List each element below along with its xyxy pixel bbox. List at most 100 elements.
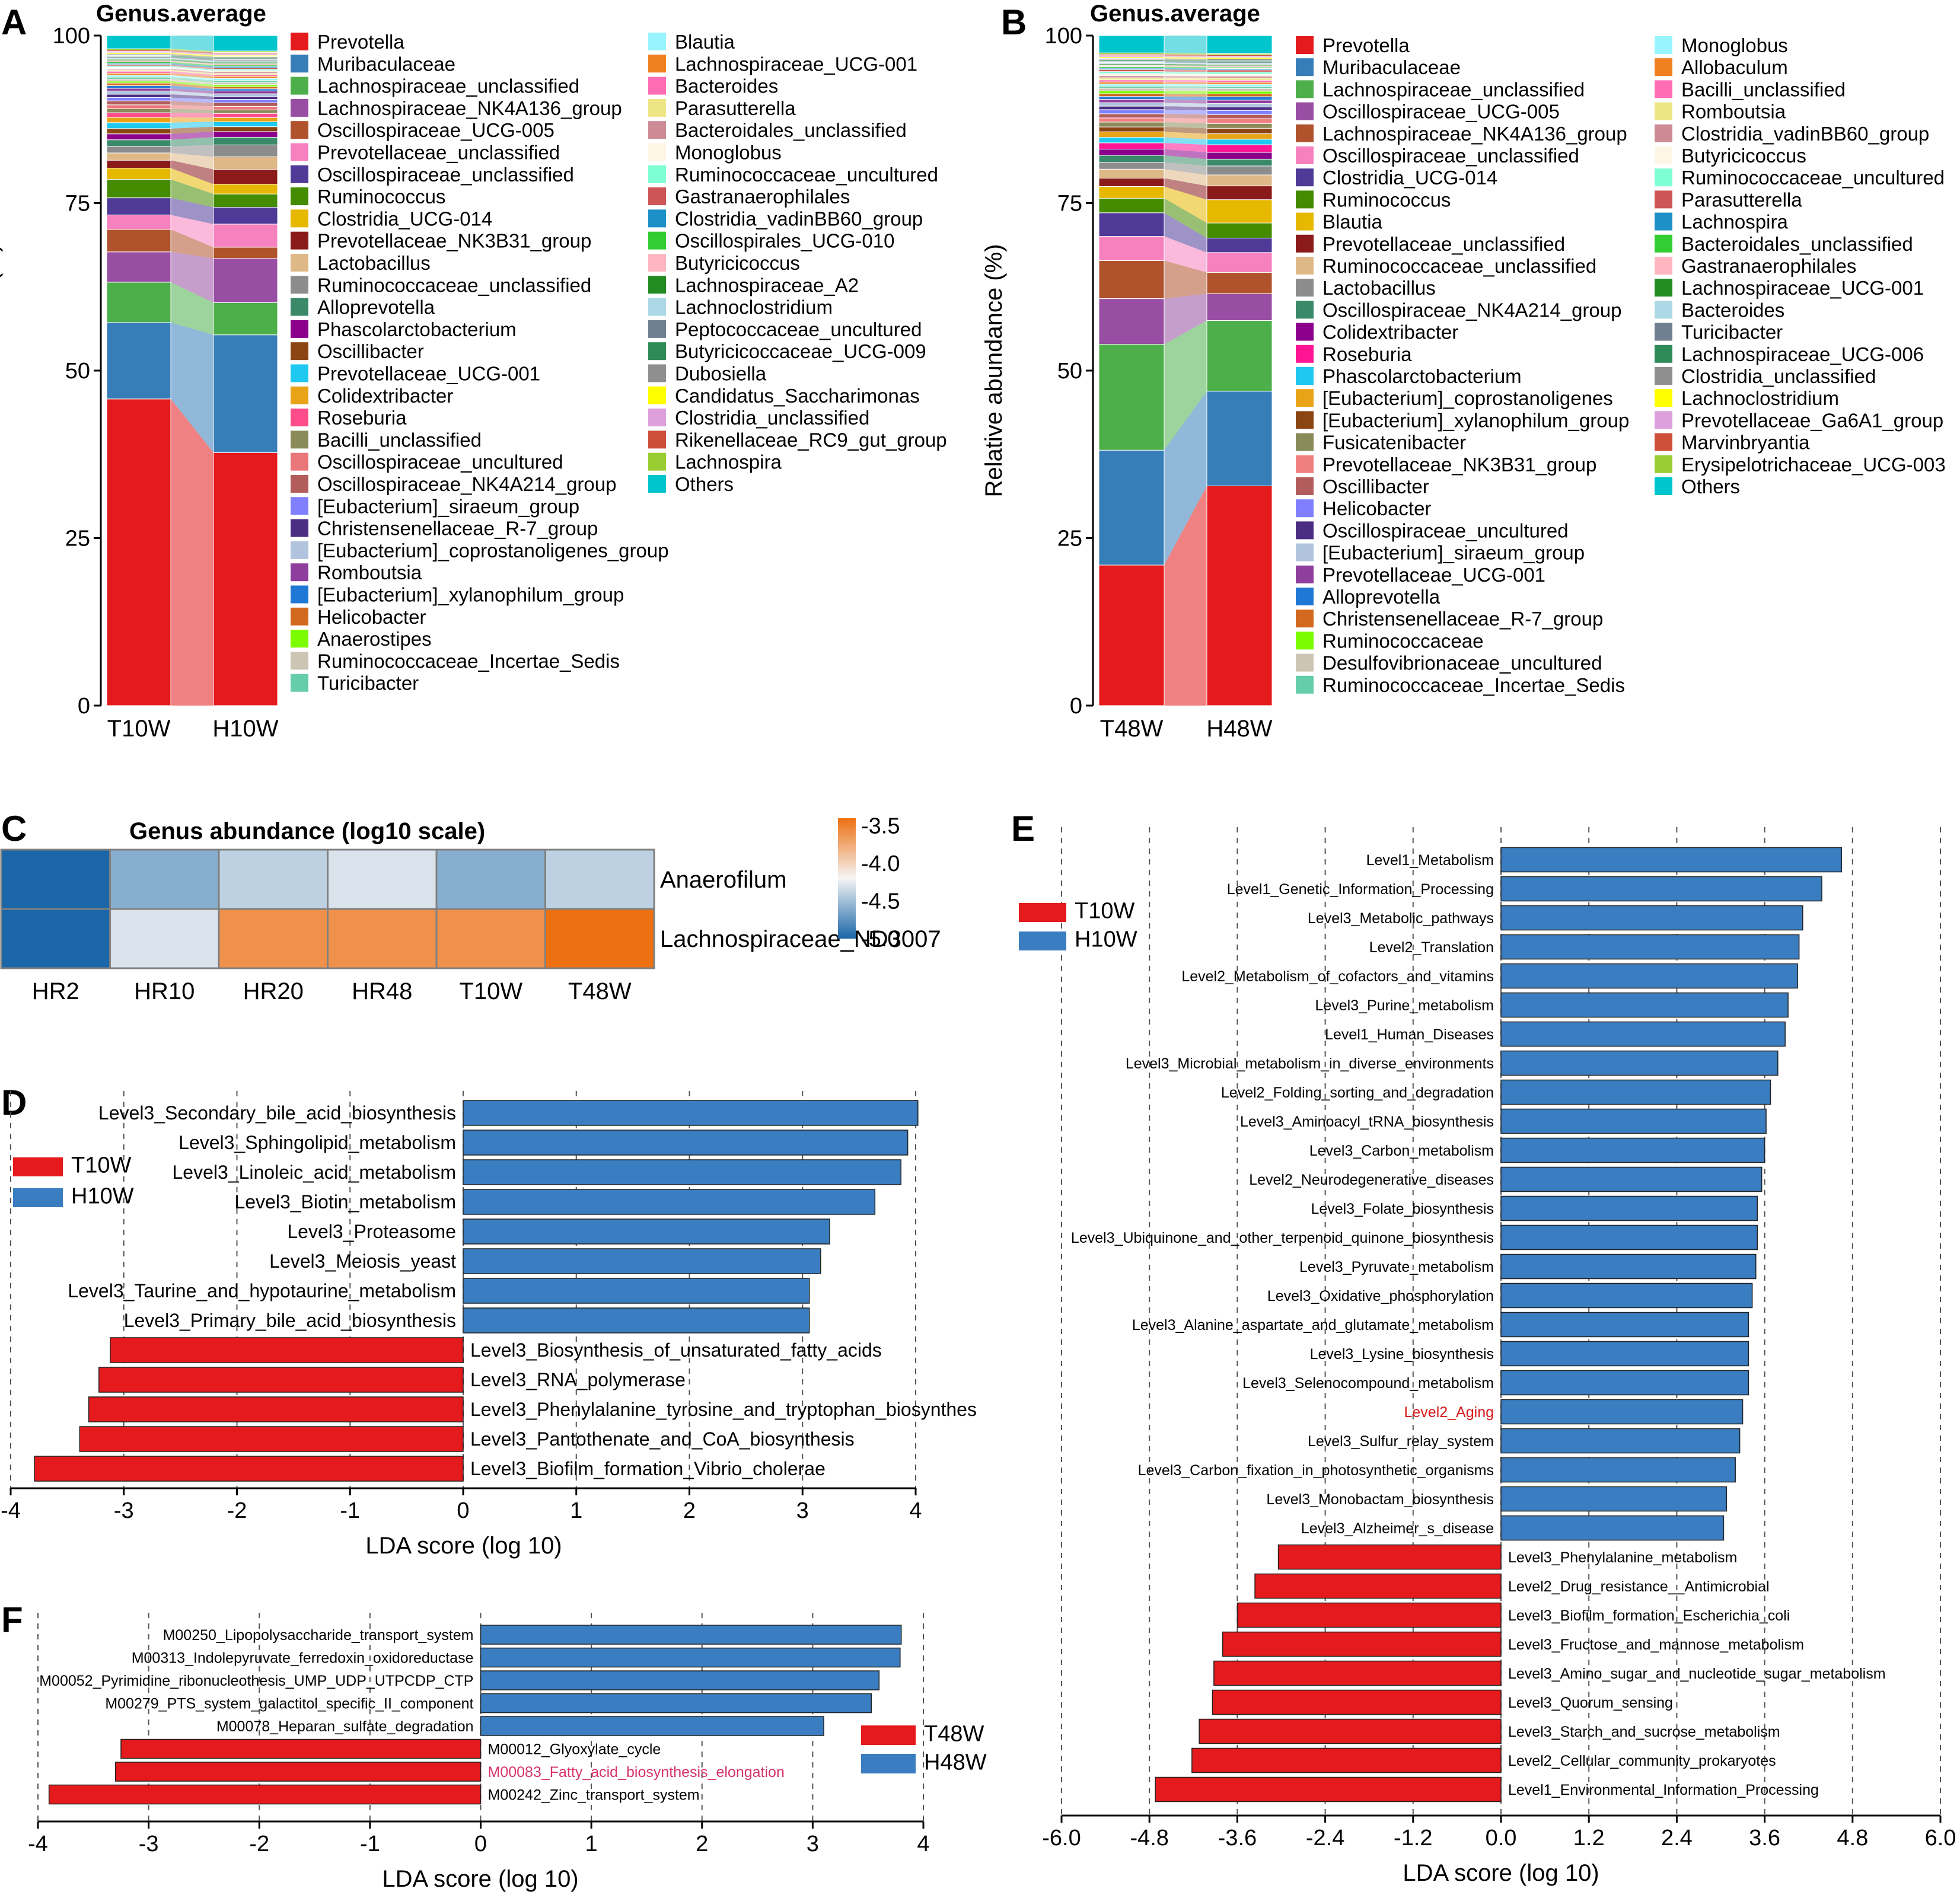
flow-band-rikenellaceae-rc9-gut-group bbox=[171, 50, 213, 54]
flow-band-ruminococcus bbox=[1164, 198, 1207, 238]
lda-bar-level3-ubiquinone-and-other-terpenoid-quinone-biosynthesis bbox=[1500, 1224, 1758, 1250]
flow-band-lachnospira bbox=[171, 49, 213, 53]
legend-swatch bbox=[13, 1188, 63, 1207]
legend-label: Helicobacter bbox=[317, 606, 426, 628]
flow-band-oscillospiraceae-unclassified bbox=[1164, 236, 1207, 273]
panel-label-e: E bbox=[1011, 809, 1035, 848]
flow-band-lactobacillus bbox=[1164, 162, 1207, 176]
legend-swatch bbox=[291, 276, 308, 294]
legend-label: Clostridia_vadinBB60_group bbox=[1681, 123, 1929, 145]
bar-segment-prevotella bbox=[1206, 486, 1273, 706]
lda-bar-level1-genetic-information-processing bbox=[1500, 876, 1822, 902]
y-axis-label: Relative abundance (%) bbox=[0, 244, 3, 497]
legend-label: Ruminococcaceae_uncultured bbox=[675, 164, 938, 186]
bar-segment-phascolarctobacterium bbox=[213, 131, 278, 138]
legend-label: Oscillospiraceae_uncultured bbox=[317, 451, 563, 473]
bar-segment-colidextribacter bbox=[213, 117, 278, 122]
legend-label: Colidextribacter bbox=[1322, 321, 1458, 343]
legend-swatch bbox=[291, 98, 308, 117]
lda-bar-level3-carbon-fixation-in-photosynthetic-organisms bbox=[1500, 1457, 1736, 1483]
flow-band-monoglobus bbox=[1164, 84, 1207, 87]
bar-segment-eubacterium-xylanophilum-group bbox=[106, 85, 171, 89]
legend-swatch bbox=[1655, 323, 1672, 341]
legend-label: [Eubacterium]_coprostanoligenes bbox=[1322, 387, 1613, 409]
x-tick-label: -6.0 bbox=[1042, 1826, 1081, 1851]
flow-band-oscillospirales-ucg-010 bbox=[171, 62, 213, 67]
lda-bar-label: Level3_Linoleic_acid_metabolism bbox=[172, 1162, 456, 1183]
bar-segment-lachnospiraceae-unclassified bbox=[1206, 320, 1273, 392]
bar-segment-bacilli-unclassified bbox=[213, 109, 278, 114]
bar-segment-romboutsia bbox=[106, 88, 171, 91]
legend-swatch bbox=[13, 1157, 63, 1176]
lda-bar-level3-alzheimer-s-disease bbox=[1500, 1515, 1725, 1541]
legend-swatch bbox=[648, 298, 666, 316]
lda-bar-level3-carbon-metabolism bbox=[1500, 1137, 1765, 1163]
chart-f-lda-bars: -4 -3 -2 -1 0 1 2 3 4 LDA score (log 10) M00250_Li… bbox=[28, 1613, 987, 1892]
flow-band-helicobacter bbox=[171, 83, 213, 89]
heatmap-cell bbox=[0, 848, 111, 910]
x-tick-label: -3.6 bbox=[1218, 1826, 1257, 1851]
lda-bar-label: Level3_Secondary_bile_acid_biosynthesis bbox=[98, 1102, 456, 1124]
legend-label: [Eubacterium]_coprostanoligenes_group bbox=[317, 540, 669, 562]
legend-label: Ruminococcaceae bbox=[1322, 630, 1483, 652]
legend-swatch bbox=[291, 607, 308, 626]
legend-swatch bbox=[648, 254, 666, 272]
bar-segment-ruminococcaceae-unclassified bbox=[1098, 168, 1165, 178]
heatmap-title: Genus abundance (log10 scale) bbox=[129, 818, 485, 844]
legend-swatch bbox=[291, 342, 308, 361]
bar-segment-prevotellaceae-ucg-001 bbox=[213, 121, 278, 127]
bar-segment-christensenellaceae-r-7-group bbox=[106, 94, 171, 98]
flow-band-prevotellaceae-ucg-001 bbox=[171, 122, 213, 129]
bar-segment-helicobacter bbox=[1206, 110, 1273, 115]
legend-swatch bbox=[648, 364, 666, 382]
lda-bar-label: Level3_Metabolic_pathways bbox=[1308, 910, 1494, 927]
lda-bar-label: M00313_Indolepyruvate_ferredoxin_oxidore… bbox=[132, 1650, 474, 1666]
bar-segment-ruminococcaceae-uncultured bbox=[1206, 71, 1273, 75]
flow-band-phascolarctobacterium bbox=[1164, 137, 1207, 145]
legend-swatch bbox=[1296, 279, 1314, 297]
legend-swatch bbox=[1296, 411, 1314, 429]
flow-band-parasutterella bbox=[171, 69, 213, 75]
legend-label: Gastranaerophilales bbox=[675, 186, 850, 208]
chart-title: Genus.average bbox=[1090, 1, 1260, 27]
flow-band-prevotellaceae-ucg-001 bbox=[1164, 99, 1207, 104]
flow-band-eubacterium-coprostanoligenes bbox=[1164, 132, 1207, 139]
lda-bar-label: Level3_Ubiquinone_and_other_terpenoid_qu… bbox=[1071, 1230, 1494, 1246]
lda-bar-label: Level3_Pantothenate_and_CoA_biosynthesis bbox=[470, 1428, 855, 1450]
lda-bar-label: Level3_Biotin_metabolism bbox=[234, 1191, 456, 1213]
lda-bar-level1-metabolism bbox=[1500, 847, 1843, 873]
x-tick-label: -2.4 bbox=[1306, 1826, 1344, 1851]
heatmap-row-label: Anaerofilum bbox=[660, 867, 786, 893]
flow-band-christensenellaceae-r-7-group bbox=[171, 94, 213, 100]
lda-bar-label: Level3_Folate_biosynthesis bbox=[1311, 1201, 1494, 1217]
bar-segment-others bbox=[1206, 35, 1273, 54]
flow-band-eubacterium-siraeum-group bbox=[171, 97, 213, 103]
legend-swatch bbox=[1296, 631, 1314, 650]
lda-bar-level3-biofilm-formation-vibrio-cholerae bbox=[34, 1456, 464, 1482]
legend-label: Bacilli_unclassified bbox=[1681, 78, 1846, 100]
bar-segment-monoglobus bbox=[1206, 84, 1273, 87]
legend-swatch bbox=[1296, 168, 1314, 187]
flow-band-bacteroidales-unclassified bbox=[1164, 66, 1207, 69]
flow-band-oscillospiraceae-nk4a214-group bbox=[1164, 155, 1207, 166]
legend-label: Romboutsia bbox=[317, 562, 422, 583]
lda-bar-level2-drug-resistance-antimicrobial bbox=[1254, 1573, 1502, 1599]
lda-bar-m00078-heparan-sulfate-degradation bbox=[480, 1716, 824, 1736]
flow-band-eubacterium-coprostanoligenes-group bbox=[171, 91, 213, 97]
lda-bar-label: M00083_Fatty_acid_biosynthesis_elongatio… bbox=[488, 1764, 785, 1781]
lda-bar-level3-sphingolipid-metabolism bbox=[463, 1130, 909, 1156]
bar-segment-clostridia-vadinbb60-group bbox=[1098, 75, 1165, 78]
lda-bar-label: Level3_RNA_polymerase bbox=[470, 1369, 686, 1390]
bar-segment-others bbox=[106, 35, 171, 49]
legend-label: Ruminococcaceae_unclassified bbox=[1322, 255, 1596, 277]
legend-swatch bbox=[291, 674, 308, 692]
lda-bar-label: Level3_Phenylalanine_tyrosine_and_trypto… bbox=[470, 1399, 977, 1420]
bar-segment-lachnospiraceae-nk4a136-group bbox=[1098, 260, 1165, 299]
x-tick-label: -3 bbox=[139, 1832, 159, 1856]
bar-segment-clostridia-ucg-014 bbox=[1098, 212, 1165, 237]
lda-bar-level1-environmental-information-processing bbox=[1155, 1776, 1502, 1803]
legend-swatch bbox=[1655, 146, 1672, 164]
lda-bar-label: Level2_Metabolism_of_cofactors_and_vitam… bbox=[1181, 968, 1494, 985]
bar-segment-clostridia-ucg-014 bbox=[106, 168, 171, 180]
legend-swatch bbox=[291, 254, 308, 272]
